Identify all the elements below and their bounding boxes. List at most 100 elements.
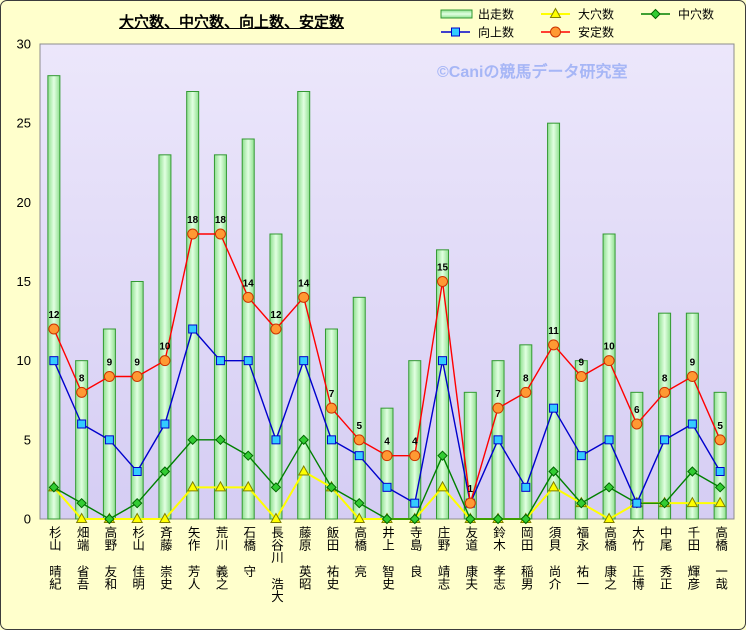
data-label-17: 7 [495,389,501,400]
square-marker-25 [715,467,725,476]
diamond-marker-5 [159,466,171,477]
data-label-9: 12 [270,310,282,321]
circle-marker-1 [48,323,60,335]
triangle-marker-21 [603,512,615,523]
triangle-marker-6 [186,480,199,492]
bar-18 [519,344,533,520]
bar-15 [436,249,450,520]
data-label-5: 10 [159,342,171,353]
triangle-marker-7 [214,480,227,492]
series-5: 12 8 9 9 10 18 18 14 12 14 7 5 4 4 15 1 7 8 11 9 10 6 8 9 5 [48,215,726,509]
diamond-marker-2 [76,497,87,509]
circle-marker-19 [548,339,560,351]
square-marker-23 [660,435,670,445]
diamond-marker-10 [298,434,309,446]
data-label-3: 9 [107,358,113,369]
circle-marker-17 [492,402,504,414]
diamond-marker-11 [326,482,337,493]
y-tick-label: 10 [17,353,31,368]
legend-bar-swatch [440,9,473,19]
bar-4 [130,281,144,520]
square-marker-19 [549,403,559,413]
bar-13 [380,407,394,520]
square-marker-5 [160,419,170,429]
legend-item: 中穴数 [641,7,714,22]
circle-marker-25 [714,434,726,446]
bar-10 [297,91,311,520]
data-label-18: 8 [523,373,529,384]
data-label-24: 9 [690,358,696,369]
circle-marker-18 [520,386,532,398]
diamond-marker-6 [187,434,198,446]
bar-12 [352,296,366,520]
square-marker-12 [354,451,364,461]
square-marker-8 [243,356,253,366]
legend-label: 向上数 [478,25,514,40]
legend-label: 安定数 [578,25,614,40]
y-axis: 0 5 10 15 20 25 30 [17,37,31,527]
data-label-2: 8 [79,373,85,384]
circle-marker-12 [353,434,365,446]
data-label-23: 8 [662,373,668,384]
square-marker-3 [104,435,114,445]
bar-20 [574,360,588,520]
triangle-marker-15 [436,480,449,492]
square-marker-2 [77,419,87,429]
circle-marker-5 [159,355,171,367]
diamond-marker-15 [437,450,448,461]
circle-marker-10 [298,291,310,303]
data-label-12: 5 [356,421,362,432]
circle-marker-13 [381,450,393,462]
diamond-marker-12 [354,497,365,509]
diamond-marker-4 [131,497,143,509]
diamond-marker-8 [242,450,254,461]
circle-marker-15 [437,276,449,287]
square-marker-13 [382,482,392,492]
triangle-marker-25 [714,496,726,508]
data-label-20: 9 [579,358,585,369]
data-label-14: 4 [412,437,418,448]
diamond-marker-3 [104,513,115,525]
circle-marker-20 [575,371,587,382]
legend-square-marker [451,27,460,37]
data-label-4: 9 [134,358,140,369]
circle-marker-14 [409,450,421,462]
triangle-marker-4 [131,512,144,523]
data-label-8: 14 [243,278,255,289]
data-label-1: 12 [48,310,60,321]
circle-marker-21 [603,355,615,367]
circle-marker-4 [131,371,143,382]
legend-diamond-marker [650,8,661,20]
bar-7 [213,154,227,520]
circle-marker-3 [103,371,115,382]
legend-item: 向上数 [441,25,514,40]
square-marker-18 [521,482,531,492]
legend-item: 安定数 [541,25,614,40]
y-tick-label: 15 [17,274,31,289]
y-tick-label: 25 [17,116,31,131]
diamond-marker-21 [603,482,615,493]
y-tick-label: 30 [17,37,31,52]
triangle-marker-5 [159,512,171,523]
circle-marker-2 [76,386,88,398]
square-marker-7 [215,356,225,366]
diamond-marker-14 [409,513,420,525]
circle-marker-9 [270,323,282,335]
bar-5 [158,154,172,520]
watermark-text: ©Caniの競馬データ研究室 [437,62,627,81]
data-label-7: 18 [215,215,227,226]
data-label-10: 14 [298,278,310,289]
square-marker-1 [49,356,59,366]
square-marker-20 [576,451,586,461]
circle-marker-22 [631,418,643,430]
data-label-11: 7 [329,389,335,400]
data-label-15: 15 [437,263,449,274]
diamond-marker-20 [576,497,587,509]
y-tick-label: 5 [24,432,31,447]
circle-marker-24 [686,371,698,382]
circle-marker-7 [214,228,226,240]
square-marker-10 [299,356,309,366]
triangle-marker-8 [242,480,255,492]
diamond-marker-24 [687,466,698,477]
